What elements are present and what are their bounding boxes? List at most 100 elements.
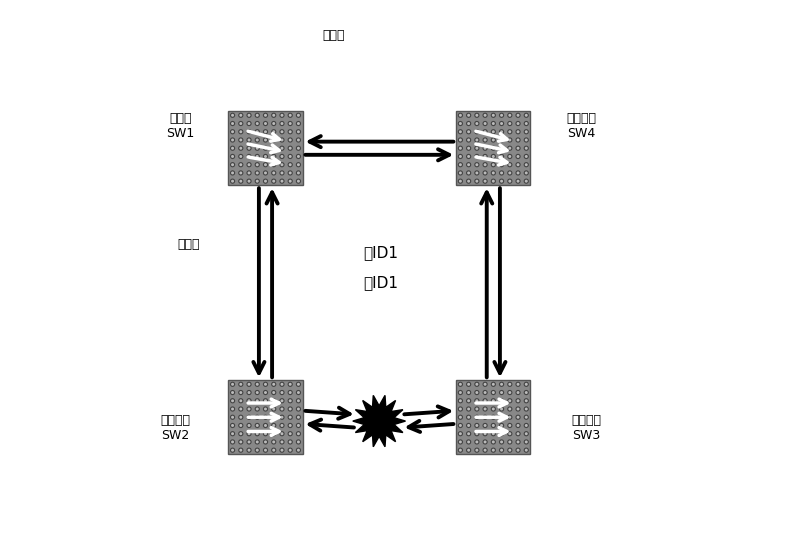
Circle shape: [279, 390, 285, 395]
Circle shape: [525, 180, 528, 183]
Circle shape: [499, 178, 504, 184]
Circle shape: [256, 122, 258, 125]
Circle shape: [239, 180, 242, 183]
Circle shape: [492, 130, 495, 133]
Circle shape: [475, 114, 478, 117]
Circle shape: [507, 113, 513, 118]
Circle shape: [231, 440, 234, 444]
Circle shape: [264, 449, 267, 452]
Circle shape: [517, 440, 519, 444]
Circle shape: [254, 145, 260, 151]
Circle shape: [525, 432, 528, 435]
Circle shape: [281, 171, 283, 175]
Circle shape: [484, 138, 486, 142]
Circle shape: [296, 129, 301, 135]
Circle shape: [296, 170, 301, 176]
Circle shape: [507, 414, 513, 420]
Circle shape: [297, 163, 300, 166]
Circle shape: [256, 383, 258, 386]
Circle shape: [271, 414, 276, 420]
Circle shape: [247, 383, 250, 386]
Circle shape: [507, 121, 513, 126]
Circle shape: [482, 423, 488, 428]
Circle shape: [230, 439, 235, 445]
Circle shape: [458, 390, 463, 395]
Circle shape: [492, 449, 495, 452]
Circle shape: [296, 431, 301, 436]
Circle shape: [525, 407, 528, 411]
Circle shape: [230, 423, 235, 428]
Circle shape: [515, 113, 521, 118]
Circle shape: [271, 423, 276, 428]
Circle shape: [458, 431, 463, 436]
Circle shape: [230, 431, 235, 436]
Circle shape: [231, 163, 234, 166]
Circle shape: [507, 447, 513, 453]
Circle shape: [515, 170, 521, 176]
Circle shape: [459, 416, 462, 419]
Circle shape: [246, 121, 252, 126]
Circle shape: [297, 424, 300, 427]
Circle shape: [247, 449, 250, 452]
Circle shape: [287, 121, 293, 126]
Circle shape: [467, 163, 470, 166]
Circle shape: [492, 440, 495, 444]
Circle shape: [500, 383, 503, 386]
Circle shape: [459, 180, 462, 183]
Circle shape: [246, 431, 252, 436]
Circle shape: [508, 180, 511, 183]
Circle shape: [475, 171, 478, 175]
Circle shape: [279, 406, 285, 412]
Circle shape: [279, 439, 285, 445]
Circle shape: [287, 154, 293, 159]
Circle shape: [239, 424, 242, 427]
Circle shape: [484, 407, 486, 411]
Circle shape: [297, 399, 300, 402]
Circle shape: [467, 180, 470, 183]
Circle shape: [466, 398, 471, 404]
Circle shape: [508, 416, 511, 419]
Circle shape: [508, 171, 511, 175]
Circle shape: [490, 390, 496, 395]
Circle shape: [492, 416, 495, 419]
Circle shape: [484, 449, 486, 452]
Circle shape: [515, 431, 521, 436]
Circle shape: [256, 399, 258, 402]
Circle shape: [263, 414, 268, 420]
Circle shape: [239, 163, 242, 166]
Circle shape: [474, 423, 479, 428]
Circle shape: [466, 154, 471, 159]
Circle shape: [490, 129, 496, 135]
Circle shape: [508, 449, 511, 452]
Circle shape: [247, 163, 250, 166]
Circle shape: [500, 440, 503, 444]
Circle shape: [467, 155, 470, 158]
Circle shape: [297, 407, 300, 411]
Circle shape: [458, 423, 463, 428]
Circle shape: [263, 145, 268, 151]
Circle shape: [466, 178, 471, 184]
Circle shape: [484, 391, 486, 394]
Circle shape: [264, 440, 267, 444]
Circle shape: [524, 129, 529, 135]
Circle shape: [458, 406, 463, 412]
Circle shape: [264, 147, 267, 150]
Circle shape: [279, 113, 285, 118]
Circle shape: [256, 180, 258, 183]
Circle shape: [490, 398, 496, 404]
Circle shape: [499, 113, 504, 118]
Circle shape: [459, 147, 462, 150]
Circle shape: [239, 440, 242, 444]
Circle shape: [296, 423, 301, 428]
Circle shape: [263, 382, 268, 387]
Circle shape: [484, 147, 486, 150]
Circle shape: [474, 113, 479, 118]
Circle shape: [296, 137, 301, 143]
Text: 域ID1: 域ID1: [363, 245, 398, 260]
Circle shape: [271, 431, 276, 436]
Circle shape: [508, 383, 511, 386]
Circle shape: [256, 114, 258, 117]
Bar: [229, 380, 302, 455]
Circle shape: [475, 138, 478, 142]
Circle shape: [287, 439, 293, 445]
